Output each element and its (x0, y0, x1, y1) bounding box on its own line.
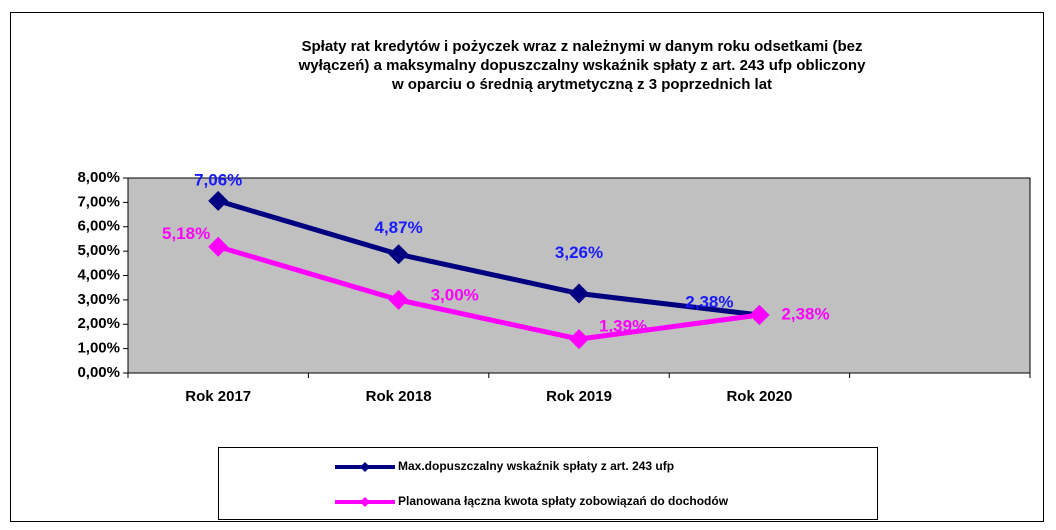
series-line (217, 244, 760, 342)
data-label: 2,38% (781, 304, 829, 323)
data-label: 4,87% (374, 218, 422, 237)
chart-title: wyłączeń) a maksymalny dopuszczalny wska… (298, 57, 867, 74)
series-line (217, 198, 760, 318)
point-marker (569, 329, 589, 350)
y-tick-label: 4,00% (77, 266, 120, 283)
y-tick-label: 5,00% (77, 242, 120, 259)
data-label: 3,26% (555, 243, 603, 262)
point-marker (388, 289, 409, 310)
data-label: 5,18% (162, 224, 210, 243)
data-label: 7,06% (194, 170, 242, 189)
y-tick-label: 3,00% (77, 291, 120, 308)
x-tick-label: Rok 2017 (185, 388, 251, 405)
point-marker (749, 304, 770, 325)
chart-title: w oparciu o średnią arytmetyczną z 3 pop… (391, 76, 772, 93)
legend-marker (360, 462, 370, 472)
point-marker (569, 283, 589, 304)
legend (218, 447, 878, 520)
data-label: 1,39% (599, 317, 647, 336)
point-marker (388, 244, 409, 265)
x-tick-label: Rok 2020 (726, 388, 792, 405)
x-tick-label: Rok 2019 (546, 388, 612, 405)
y-tick-label: 0,00% (77, 364, 120, 381)
y-tick-label: 7,00% (77, 193, 120, 210)
data-label: 3,00% (431, 285, 479, 304)
y-tick-label: 2,00% (77, 315, 120, 332)
x-tick-label: Rok 2018 (366, 388, 432, 405)
chart-title: Spłaty rat kredytów i pożyczek wraz z na… (302, 38, 863, 55)
legend-label: Max.dopuszczalny wskaźnik spłaty z art. … (398, 459, 674, 473)
y-tick-label: 1,00% (77, 340, 120, 357)
y-tick-label: 6,00% (77, 218, 120, 235)
data-label: 2,38% (685, 292, 733, 311)
point-marker (208, 190, 229, 211)
legend-label: Planowana łączna kwota spłaty zobowiązań… (398, 494, 729, 508)
point-marker (208, 236, 229, 257)
y-tick-label: 8,00% (77, 169, 120, 186)
legend-marker (360, 497, 370, 507)
plot-area (127, 177, 1031, 374)
